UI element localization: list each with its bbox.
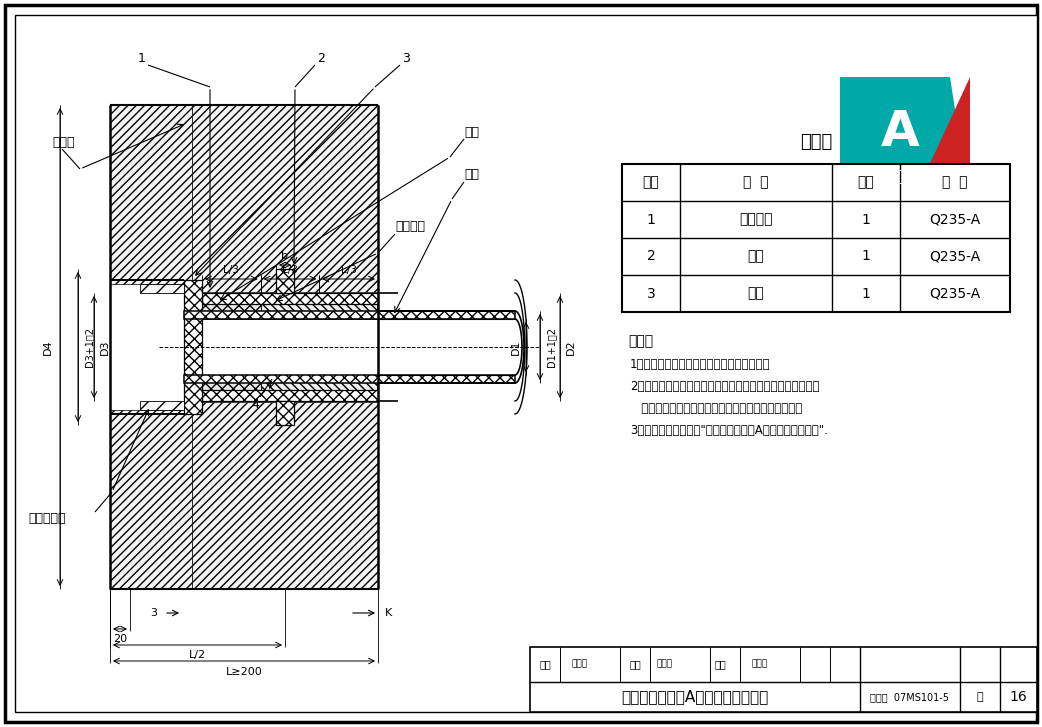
- Bar: [192, 402, 378, 589]
- Text: 3: 3: [647, 286, 655, 300]
- Text: 缝内各接触面无锈蚀、漆皮、污物，且干净、干燥。: 缝内各接触面无锈蚀、漆皮、污物，且干净、干燥。: [630, 402, 802, 415]
- Text: 图集号  07MS101-5: 图集号 07MS101-5: [870, 692, 949, 702]
- Bar: [140, 284, 184, 293]
- Bar: [184, 280, 202, 414]
- Bar: [260, 375, 377, 390]
- Text: L/3: L/3: [223, 265, 240, 275]
- Text: 页: 页: [976, 692, 984, 702]
- Polygon shape: [622, 164, 1010, 312]
- Text: L/2: L/2: [189, 650, 206, 660]
- Text: 3: 3: [150, 608, 157, 618]
- Bar: [276, 401, 294, 425]
- Text: 油麻: 油麻: [464, 126, 479, 139]
- Text: 挡圈: 挡圈: [747, 286, 765, 300]
- Text: 翼环: 翼环: [747, 249, 765, 263]
- Text: 数量: 数量: [858, 175, 874, 190]
- Text: Q235-A: Q235-A: [929, 249, 981, 263]
- Text: 奥凡: 奥凡: [888, 169, 907, 185]
- Text: D3: D3: [100, 340, 110, 355]
- Bar: [192, 105, 378, 292]
- Text: D3+1～2: D3+1～2: [84, 327, 94, 367]
- Text: D4: D4: [43, 340, 53, 355]
- Text: 1．本图适用于饮用水水池防水套管的安装。: 1．本图适用于饮用水水池防水套管的安装。: [630, 358, 770, 371]
- Text: 校对: 校对: [629, 659, 641, 669]
- Text: 2．在石棉水泥填打完毕后进行，填嵌无毒密封膏时，应保证: 2．在石棉水泥填打完毕后进行，填嵌无毒密封膏时，应保证: [630, 380, 819, 393]
- Text: L/3: L/3: [341, 265, 356, 275]
- Bar: [202, 304, 260, 319]
- Text: 刚性防水套管（A型）安装图（二）: 刚性防水套管（A型）安装图（二）: [621, 689, 769, 704]
- Polygon shape: [840, 77, 970, 207]
- Text: D1: D1: [511, 340, 521, 355]
- Text: D2: D2: [566, 340, 576, 355]
- Text: 石棉水泥: 石棉水泥: [395, 220, 425, 233]
- Text: Q235-A: Q235-A: [929, 286, 981, 300]
- Text: 1: 1: [862, 286, 870, 300]
- Bar: [110, 410, 192, 589]
- Bar: [202, 293, 378, 304]
- Text: 钢制套管: 钢制套管: [739, 212, 773, 227]
- Text: 欧阳管: 欧阳管: [752, 659, 768, 669]
- Text: 1: 1: [647, 212, 655, 227]
- Bar: [140, 401, 184, 410]
- Bar: [276, 269, 294, 293]
- Text: 无毒密封膏: 无毒密封膏: [28, 513, 66, 526]
- Text: 说明：: 说明：: [628, 334, 653, 348]
- Polygon shape: [530, 647, 1037, 712]
- Text: b: b: [281, 251, 289, 261]
- Text: 名  称: 名 称: [743, 175, 769, 190]
- Text: 陈春明: 陈春明: [656, 659, 673, 669]
- Polygon shape: [910, 77, 970, 207]
- Text: L≥200: L≥200: [226, 667, 263, 677]
- Text: 林海燕: 林海燕: [572, 659, 588, 669]
- Bar: [184, 375, 515, 383]
- Bar: [110, 105, 192, 284]
- Text: L/3: L/3: [282, 265, 298, 275]
- Text: 序号: 序号: [643, 175, 660, 190]
- Text: A: A: [880, 108, 919, 156]
- Text: 2: 2: [317, 52, 325, 65]
- Text: 审核: 审核: [539, 659, 551, 669]
- Bar: [202, 390, 378, 401]
- Text: 迎水面: 迎水面: [52, 135, 74, 148]
- Text: 4: 4: [251, 398, 259, 411]
- Bar: [260, 304, 377, 319]
- Text: 钢管: 钢管: [464, 169, 479, 182]
- Text: Q235-A: Q235-A: [929, 212, 981, 227]
- Text: 1: 1: [138, 52, 146, 65]
- Bar: [184, 311, 515, 319]
- Text: 设计: 设计: [714, 659, 726, 669]
- Bar: [202, 375, 260, 390]
- Text: K: K: [384, 608, 392, 618]
- Text: 1: 1: [862, 212, 870, 227]
- Text: D1+1～2: D1+1～2: [546, 327, 556, 367]
- Text: 材  料: 材 料: [942, 175, 968, 190]
- Text: 材料表: 材料表: [800, 133, 833, 151]
- Text: 1: 1: [862, 249, 870, 263]
- Text: 20: 20: [113, 634, 127, 644]
- Text: 2: 2: [647, 249, 655, 263]
- Text: 16: 16: [1009, 690, 1026, 704]
- Text: 3: 3: [402, 52, 410, 65]
- Text: 3．其他要求见本图集"刚性防水套管（A型）安装图（一）".: 3．其他要求见本图集"刚性防水套管（A型）安装图（一）".: [630, 424, 828, 437]
